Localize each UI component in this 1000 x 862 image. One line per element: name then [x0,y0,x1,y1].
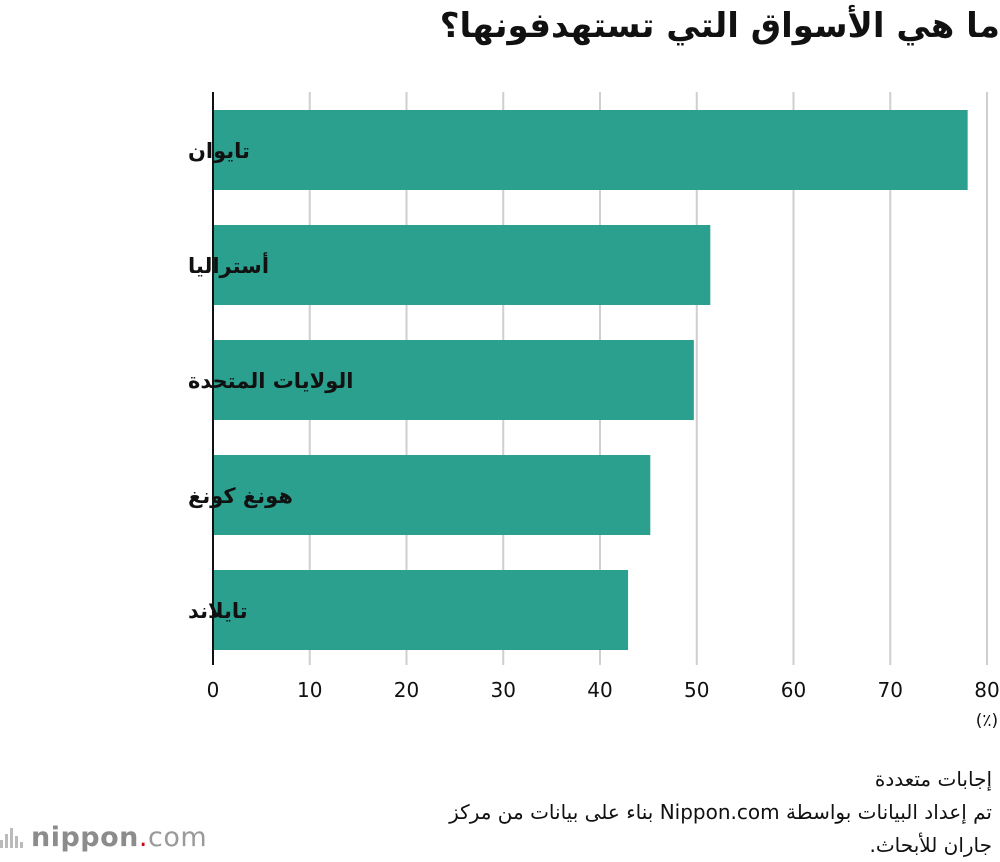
bar [213,110,968,190]
category-label: أستراليا [188,251,269,278]
bar-chart: تايوان أستراليا الولايات المتحدة هونغ كونغ ت… [188,92,1000,731]
bar [213,570,629,650]
unit-label: (٪) [976,711,998,731]
note-source: تم إعداد البيانات بواسطة Nippon.com بناء… [449,800,992,824]
note-source-cont: جاران للأبحاث. [869,833,993,857]
bar [213,340,694,420]
bars [213,110,968,650]
category-label: تايلاند [188,599,248,623]
note-multiple-answers: إجابات متعددة [874,767,992,791]
category-label: تايوان [188,139,250,163]
bar [213,225,711,305]
chart-title: ما هي الأسواق التي تستهدفونها؟ [439,6,1000,46]
nippon-logo: nippon.com [0,820,207,854]
category-labels: تايوان أستراليا الولايات المتحدة هونغ كونغ ت… [188,139,353,623]
x-tick-label: 30 [491,678,516,702]
x-tick-label: 0 [207,678,220,702]
x-tick-label: 80 [974,678,999,702]
bar [213,455,651,535]
x-tick-label: 60 [781,678,806,702]
category-label: هونغ كونغ [188,484,293,508]
x-tick-label: 10 [297,678,322,702]
logo-dot: . [138,821,148,853]
x-tick-label: 20 [394,678,419,702]
x-tick-label: 70 [878,678,903,702]
x-tick-label: 50 [684,678,709,702]
category-label: الولايات المتحدة [188,369,353,393]
x-tick-labels: 0 10 20 30 40 50 60 70 80 [207,678,1000,702]
logo-bars-icon [0,826,23,848]
x-tick-label: 40 [587,678,612,702]
logo-text-suffix: com [148,821,208,853]
logo-text-main: nippon [31,821,139,853]
